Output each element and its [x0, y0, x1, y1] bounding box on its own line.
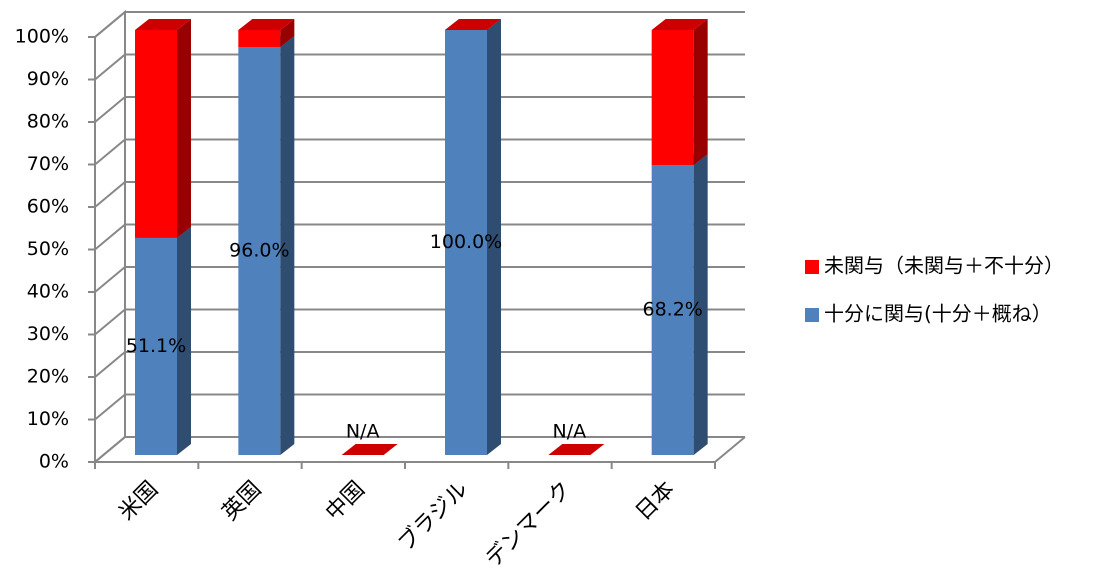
value-label: 68.2% [642, 299, 702, 321]
x-tick-label: 日本 [631, 477, 680, 526]
bar [548, 444, 605, 455]
bar-top [651, 19, 708, 30]
bar [238, 19, 295, 47]
value-label: 100.0% [430, 231, 502, 253]
x-tick-label: ブラジル [394, 477, 474, 557]
bar-top [341, 444, 398, 455]
bar [651, 19, 708, 166]
bar-front [238, 30, 281, 47]
y-tick-label: 20% [27, 366, 69, 388]
value-label: N/A [553, 421, 587, 443]
value-label: 51.1% [126, 335, 186, 357]
bar-side [280, 19, 295, 47]
legend-swatch [805, 308, 819, 322]
value-label: 96.0% [229, 240, 289, 262]
y-tick-label: 80% [27, 111, 69, 133]
bar-top [135, 19, 191, 30]
grid-line [94, 393, 745, 421]
bar [651, 154, 708, 455]
bar-side [487, 19, 501, 455]
bar-side [693, 19, 708, 166]
bar-top [238, 19, 295, 30]
grid-line [94, 138, 745, 166]
bar [341, 444, 398, 455]
y-tick-label: 0% [39, 451, 69, 473]
y-tick-label: 50% [27, 238, 69, 260]
bar-front [238, 47, 281, 455]
grid-line [94, 181, 745, 208]
bar-side [177, 226, 191, 455]
y-tick-label: 100% [15, 26, 69, 48]
legend-swatch [805, 260, 819, 274]
legend-label: 十分に関与(十分＋概ね） [824, 302, 1052, 326]
bar-top [548, 444, 605, 455]
bar-top [445, 19, 501, 30]
x-tick-label: デンマーク [481, 477, 576, 572]
bar-side [693, 154, 708, 455]
grid-line [94, 223, 745, 251]
y-tick-label: 90% [27, 68, 69, 90]
x-tick-label: 英国 [218, 477, 267, 526]
bar [445, 19, 501, 30]
bar [238, 36, 295, 455]
grid-line [94, 436, 745, 463]
bar-side [280, 36, 295, 455]
bar-front [651, 165, 694, 455]
bar [135, 226, 191, 455]
bar-side [177, 19, 191, 238]
grid-line [94, 96, 745, 123]
y-tick-label: 10% [27, 408, 69, 430]
y-tick-label: 60% [27, 196, 69, 218]
grid-line [94, 266, 745, 293]
value-label: N/A [346, 421, 380, 443]
y-tick-label: 70% [27, 153, 69, 175]
bar-front [445, 30, 487, 455]
bar [135, 19, 191, 238]
bar-front [651, 30, 694, 166]
grid-line [94, 308, 745, 336]
grid-line [94, 351, 745, 378]
bar-front [135, 237, 177, 455]
x-tick-label: 中国 [321, 477, 370, 526]
grid-line [94, 53, 745, 81]
bar-front [135, 30, 177, 238]
legend-label: 未関与（未関与＋不十分） [824, 254, 1064, 278]
x-tick-label: 米国 [114, 477, 163, 526]
grid-line [94, 11, 745, 38]
y-tick-label: 40% [27, 281, 69, 303]
floor [95, 436, 746, 463]
y-tick-label: 30% [27, 323, 69, 345]
